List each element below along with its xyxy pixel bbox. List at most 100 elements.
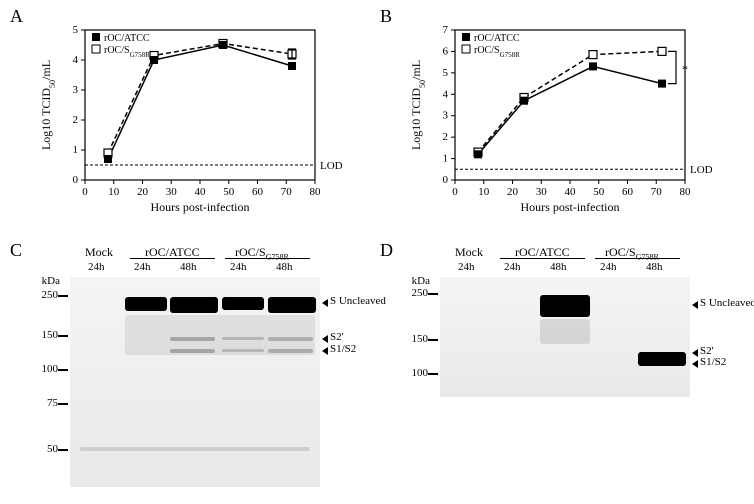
svg-text:5: 5: [443, 67, 449, 79]
svg-text:70: 70: [651, 186, 663, 198]
label-s1s2-C: S1/S2: [330, 343, 356, 355]
svg-text:60: 60: [252, 186, 264, 198]
band-g75824-uncleaved-C: [222, 297, 264, 310]
mw-tick-100-C: [58, 369, 68, 371]
sig-marker-B: *: [682, 62, 688, 76]
mw-tick-150-C: [58, 335, 68, 337]
band-s2p-g758-24-C: [222, 337, 264, 340]
band-s1s2-g758-24-C: [222, 349, 264, 352]
panel-label-B: B: [380, 6, 392, 27]
band-g75848-s1s2-D: [638, 352, 686, 366]
x-axis-B: 0 10 20 30 40 50 60 70 80: [452, 180, 691, 198]
svg-text:0: 0: [82, 186, 88, 198]
kda-label-C: kDa: [30, 275, 60, 287]
blot-panel-C: Mock rOC/ATCC rOC/SG758R 24h 24h 48h 24h…: [30, 245, 370, 495]
svg-text:3: 3: [443, 110, 449, 122]
svg-text:0: 0: [73, 174, 79, 186]
mw-150-C: 150: [30, 329, 58, 341]
time-header-D4: 48h: [646, 261, 663, 273]
svg-text:rOC/SG758R: rOC/SG758R: [104, 45, 150, 59]
mw-100-D: 100: [400, 367, 428, 379]
x-axis-label-B: Hours post-infection: [521, 200, 620, 214]
blot-panel-D: Mock rOC/ATCC rOC/SG758R 24h 24h 48h 24h…: [400, 245, 740, 445]
svg-text:20: 20: [507, 186, 519, 198]
svg-text:30: 30: [536, 186, 548, 198]
blot-image-D: [440, 277, 690, 397]
group-divider-g758r-D: [595, 258, 680, 259]
series-g758r-line-B: [478, 51, 662, 152]
time-header-C4: 48h: [276, 261, 293, 273]
mw-50-C: 50: [30, 443, 58, 455]
y-axis-A: 0 1 2 3 4 5: [73, 24, 86, 186]
band-50-row-C: [80, 447, 310, 451]
markers-g758r-B: [474, 47, 666, 156]
mw-tick-50-C: [58, 449, 68, 451]
svg-text:0: 0: [452, 186, 458, 198]
svg-text:60: 60: [622, 186, 634, 198]
time-header-D3: 24h: [600, 261, 617, 273]
chart-panel-B: 0 1 2 3 4 5 6 7 0 10 20 30 40 50 60 70 8…: [400, 15, 720, 215]
svg-text:10: 10: [108, 186, 120, 198]
lod-label-B: LOD: [690, 164, 713, 176]
time-header-C2: 48h: [180, 261, 197, 273]
svg-text:40: 40: [195, 186, 207, 198]
band-atcc48-uncleaved-D: [540, 295, 590, 317]
svg-text:30: 30: [166, 186, 178, 198]
svg-text:40: 40: [565, 186, 577, 198]
time-header-D2: 48h: [550, 261, 567, 273]
group-divider-g758r-C: [225, 258, 310, 259]
mw-250-D: 250: [400, 287, 428, 299]
arrowhead-uncleaved-C: [322, 299, 328, 307]
mw-150-D: 150: [400, 333, 428, 345]
svg-text:7: 7: [443, 24, 449, 36]
chart-panel-A: 0 1 2 3 4 5 0 10 20 30 40 50 60 70 80 Ho…: [30, 15, 350, 215]
mw-75-C: 75: [30, 397, 58, 409]
band-s2p-g758-48-C: [268, 337, 313, 341]
band-s2p-atcc-C: [170, 337, 215, 341]
label-uncleaved-C: S Uncleaved: [330, 295, 386, 307]
group-divider-atcc-C: [130, 258, 215, 259]
smear-D: [540, 319, 590, 344]
svg-text:50: 50: [223, 186, 235, 198]
panel-label-D: D: [380, 240, 393, 261]
lod-label-A: LOD: [320, 160, 343, 172]
arrowhead-uncleaved-D: [692, 301, 698, 309]
kda-label-D: kDa: [400, 275, 430, 287]
x-axis-A: 0 10 20 30 40 50 60 70 80: [82, 180, 321, 198]
svg-text:3: 3: [73, 84, 79, 96]
svg-text:1: 1: [443, 153, 449, 165]
arrowhead-s1s2-C: [322, 347, 328, 355]
y-axis-label-B: Log10 TCID50/mL: [409, 60, 427, 150]
mw-tick-100-D: [428, 373, 438, 375]
x-axis-label-A: Hours post-infection: [151, 200, 250, 214]
arrowhead-s2p-D: [692, 349, 698, 357]
time-header-D0: 24h: [458, 261, 475, 273]
svg-text:80: 80: [680, 186, 692, 198]
svg-text:10: 10: [478, 186, 490, 198]
time-header-C0: 24h: [88, 261, 105, 273]
svg-text:rOC/ATCC: rOC/ATCC: [104, 33, 150, 44]
band-s1s2-atcc48-C: [170, 349, 215, 353]
svg-text:70: 70: [281, 186, 293, 198]
band-atcc24-uncleaved-C: [125, 297, 167, 311]
mw-tick-75-C: [58, 403, 68, 405]
lane-group-mock-C: Mock: [85, 245, 113, 260]
y-axis-label-A: Log10 TCID50/mL: [39, 60, 57, 150]
lane-group-mock-D: Mock: [455, 245, 483, 260]
mw-tick-250-D: [428, 293, 438, 295]
svg-text:rOC/SG758R: rOC/SG758R: [474, 45, 520, 59]
group-divider-atcc-D: [500, 258, 585, 259]
panel-label-C: C: [10, 240, 22, 261]
band-g75848-uncleaved-C: [268, 297, 316, 313]
panel-label-A: A: [10, 6, 23, 27]
svg-text:2: 2: [73, 114, 79, 126]
y-axis-B: 0 1 2 3 4 5 6 7: [443, 24, 456, 186]
series-atcc-line-B: [478, 66, 662, 154]
svg-text:rOC/ATCC: rOC/ATCC: [474, 33, 520, 44]
legend-B: rOC/ATCC rOC/SG758R: [462, 33, 520, 59]
svg-text:4: 4: [443, 88, 449, 100]
band-s1s2-g758-48-C: [268, 349, 313, 353]
mw-tick-250-C: [58, 295, 68, 297]
mw-250-C: 250: [30, 289, 58, 301]
arrowhead-s1s2-D: [692, 360, 698, 368]
